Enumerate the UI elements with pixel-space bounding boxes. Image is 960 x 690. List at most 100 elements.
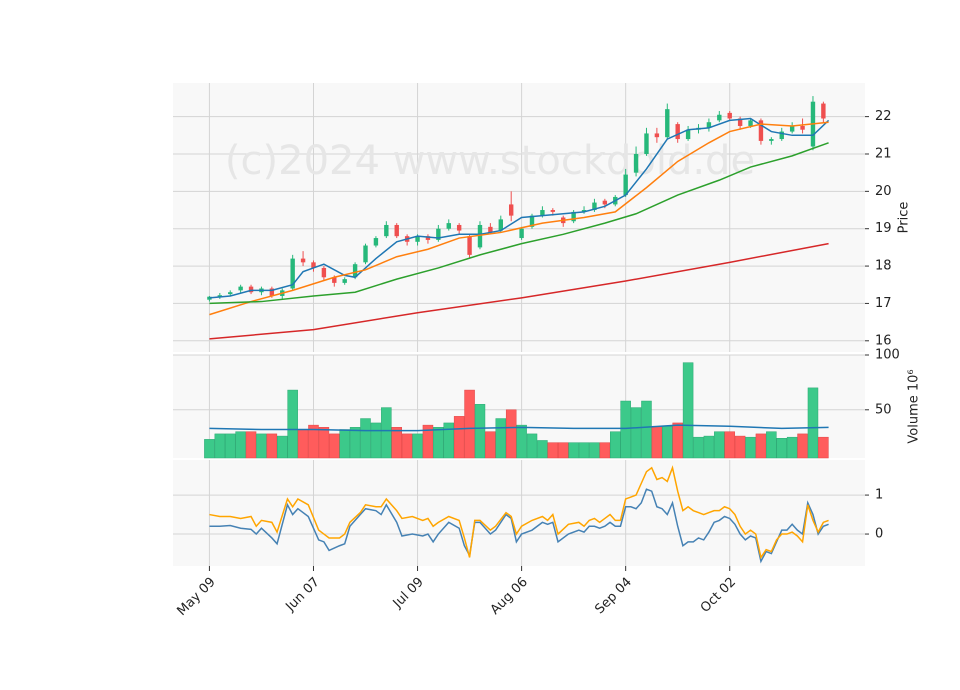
- candle-body: [269, 288, 275, 296]
- candle-body: [571, 211, 576, 222]
- volume-bar: [703, 435, 715, 459]
- volume-bar: [734, 435, 746, 459]
- volume-bar: [453, 416, 465, 459]
- volume-bar: [610, 431, 621, 459]
- candle-body: [394, 224, 399, 237]
- oscillator-line: [209, 465, 829, 560]
- candle-body: [467, 236, 472, 255]
- candle-body: [550, 210, 556, 212]
- candle-body: [602, 200, 608, 205]
- volume-bar: [818, 436, 829, 459]
- volume-bar: [422, 424, 434, 459]
- y-tick-label: 22: [875, 109, 892, 124]
- candle-body: [384, 224, 389, 237]
- volume-bar: [235, 431, 246, 459]
- candle-body: [228, 292, 233, 295]
- y-tick-label: 21: [875, 146, 892, 161]
- candle-body: [488, 226, 493, 233]
- candle-body: [290, 258, 295, 289]
- volume-bar: [495, 418, 507, 459]
- volume-bar: [693, 436, 704, 459]
- candle-body: [592, 202, 597, 211]
- volume-bar: [297, 429, 309, 459]
- y-tick-label: 19: [875, 221, 892, 236]
- candle-body: [456, 224, 462, 231]
- candle-body: [748, 120, 753, 126]
- candle-body: [519, 228, 524, 239]
- volume-bar: [526, 433, 538, 459]
- volume-bar: [797, 433, 808, 459]
- candle-body: [685, 129, 691, 140]
- panel: [173, 460, 865, 566]
- volume-bar: [370, 422, 382, 459]
- volume-bar: [391, 427, 402, 459]
- volume-bar: [318, 427, 330, 459]
- volume-bar: [724, 431, 735, 459]
- volume-bar: [630, 407, 642, 459]
- candle-body: [717, 114, 722, 121]
- candle-body: [446, 223, 451, 229]
- volume-bar: [349, 427, 361, 459]
- y-tick-label: 18: [875, 259, 892, 274]
- volume-bar: [786, 436, 798, 459]
- candle-body: [498, 219, 503, 231]
- candle-body: [540, 210, 545, 216]
- candle-body: [789, 125, 795, 132]
- candle-body: [644, 133, 649, 154]
- candle-body: [363, 245, 368, 263]
- y-tick-label: 0: [875, 527, 883, 542]
- y-axis-label: Price: [897, 202, 912, 234]
- candle-body: [633, 153, 639, 173]
- candle-body: [477, 224, 483, 248]
- volume-bar: [214, 433, 226, 459]
- candle-body: [529, 215, 535, 227]
- volume-bar: [485, 431, 496, 459]
- volume-bar: [641, 400, 652, 459]
- candle-body: [737, 118, 743, 126]
- candle-body: [332, 277, 337, 283]
- candle-body: [758, 120, 764, 141]
- candle-body: [352, 264, 358, 278]
- volume-bar: [599, 442, 611, 459]
- candle-body: [581, 210, 587, 212]
- volume-bar: [443, 422, 455, 459]
- volume-average: [209, 424, 829, 432]
- y-tick-label: 20: [875, 184, 892, 199]
- volume-bar: [266, 433, 278, 459]
- volume-bar: [662, 425, 673, 459]
- candle-body: [623, 174, 628, 196]
- candle-body: [654, 133, 660, 138]
- volume-bar: [308, 424, 319, 459]
- volume-bar: [672, 422, 683, 459]
- volume-bar: [464, 389, 475, 459]
- candle-body: [342, 279, 347, 283]
- candle-body: [727, 112, 732, 119]
- candle-body: [779, 131, 784, 140]
- moving-average: [209, 242, 829, 340]
- volume-bar: [256, 433, 267, 459]
- volume-bar: [401, 433, 413, 459]
- volume-bar: [287, 389, 298, 459]
- volume-bar: [651, 425, 663, 459]
- volume-bar: [516, 424, 527, 459]
- volume-bar: [568, 442, 579, 459]
- volume-bar: [381, 407, 392, 459]
- volume-bar: [745, 436, 756, 459]
- volume-bar: [329, 433, 340, 459]
- watermark: (c)2024 www.stockdold.de: [225, 138, 755, 184]
- candle-body: [425, 236, 431, 240]
- candle-body: [248, 286, 254, 293]
- candle-body: [207, 296, 212, 300]
- candle-body: [415, 236, 420, 242]
- volume-bar: [537, 440, 548, 459]
- candle-body: [821, 103, 826, 119]
- y-tick-label: 50: [875, 402, 892, 417]
- volume-bar: [682, 362, 694, 459]
- moving-average: [209, 142, 829, 305]
- candle-body: [373, 238, 379, 246]
- y-tick-label: 100: [875, 348, 900, 363]
- volume-bar: [547, 442, 559, 459]
- candle-body: [706, 122, 712, 128]
- y-tick-label: 16: [875, 333, 892, 348]
